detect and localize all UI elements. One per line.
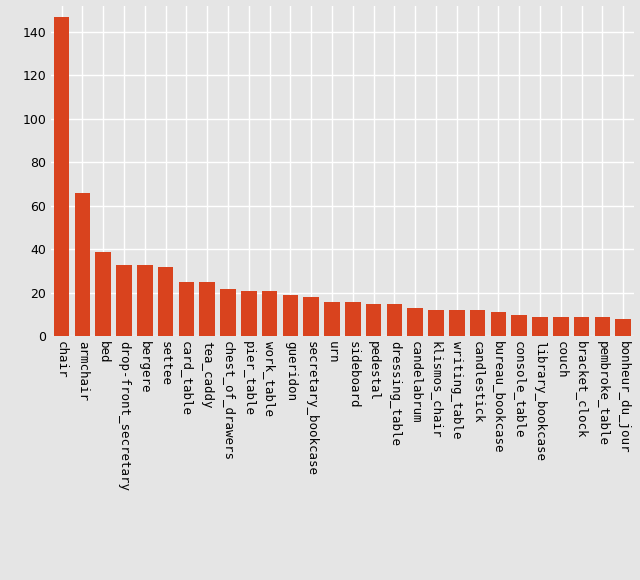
Bar bbox=[54, 17, 69, 336]
Bar bbox=[75, 193, 90, 336]
Bar bbox=[179, 282, 194, 336]
Bar bbox=[449, 310, 465, 336]
Bar bbox=[408, 308, 423, 336]
Bar bbox=[345, 302, 360, 336]
Bar bbox=[116, 264, 132, 336]
Bar bbox=[616, 319, 631, 336]
Bar bbox=[366, 304, 381, 336]
Bar bbox=[428, 310, 444, 336]
Bar bbox=[324, 302, 340, 336]
Bar bbox=[200, 282, 215, 336]
Bar bbox=[387, 304, 402, 336]
Bar bbox=[283, 295, 298, 336]
Bar bbox=[553, 317, 568, 336]
Bar bbox=[303, 297, 319, 336]
Bar bbox=[158, 267, 173, 336]
Bar bbox=[595, 317, 610, 336]
Bar bbox=[532, 317, 548, 336]
Bar bbox=[95, 252, 111, 336]
Bar bbox=[241, 291, 257, 336]
Bar bbox=[470, 310, 485, 336]
Bar bbox=[511, 314, 527, 336]
Bar bbox=[491, 313, 506, 336]
Bar bbox=[137, 264, 152, 336]
Bar bbox=[262, 291, 277, 336]
Bar bbox=[220, 289, 236, 336]
Bar bbox=[574, 317, 589, 336]
